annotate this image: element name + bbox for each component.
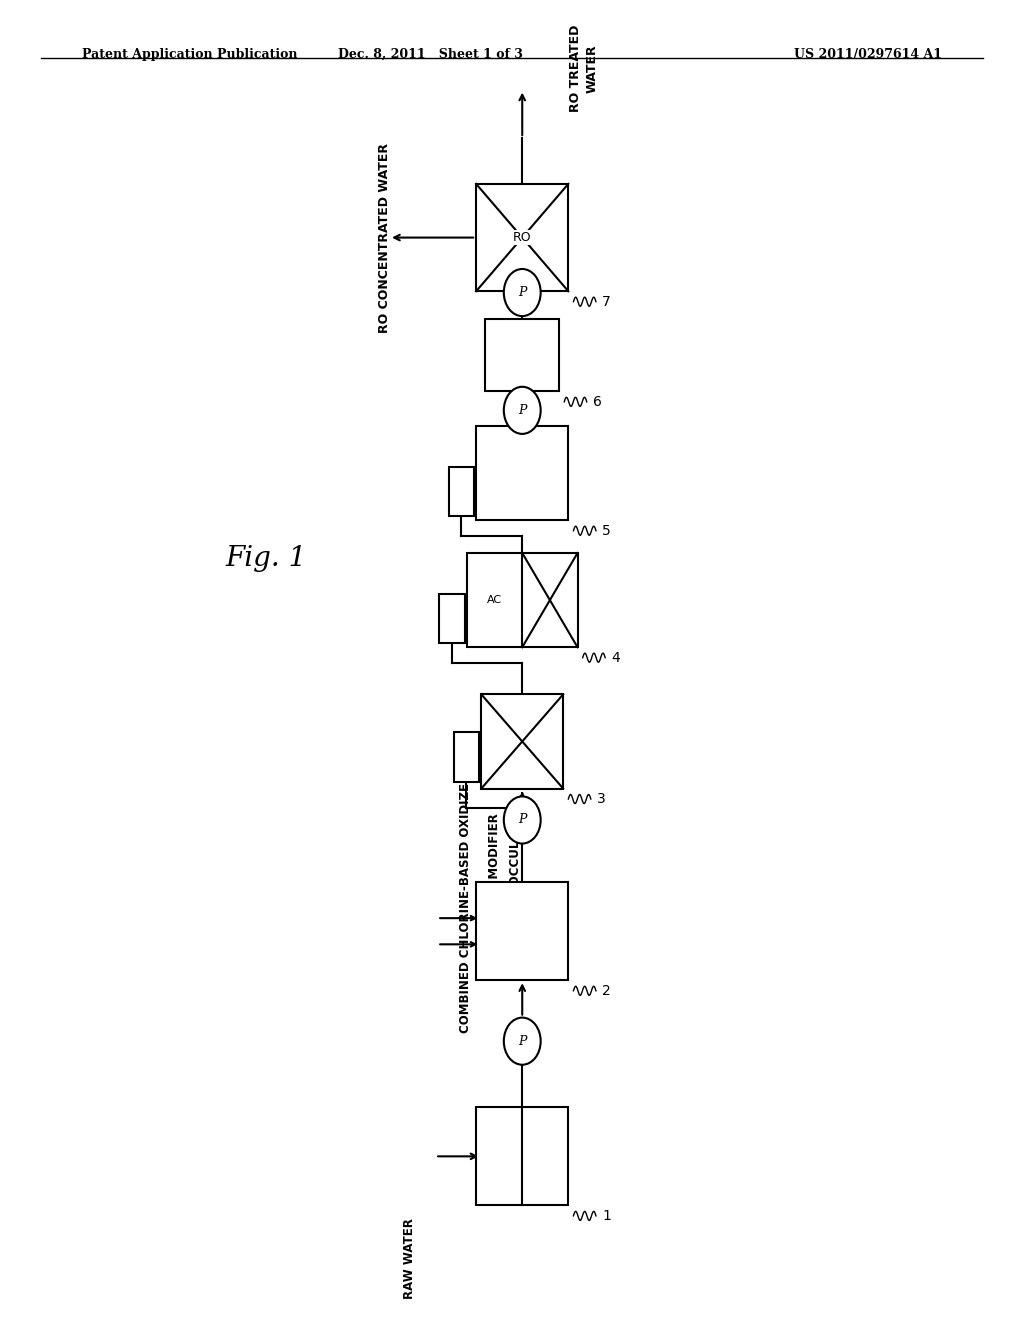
Text: 2: 2 bbox=[602, 983, 611, 998]
Bar bbox=[467, 553, 578, 647]
Text: US 2011/0297614 A1: US 2011/0297614 A1 bbox=[794, 48, 942, 61]
Bar bbox=[454, 733, 479, 781]
Bar bbox=[439, 594, 465, 643]
Text: 4: 4 bbox=[611, 651, 621, 665]
Bar bbox=[485, 319, 559, 391]
Text: Fig. 1: Fig. 1 bbox=[225, 545, 306, 572]
Circle shape bbox=[504, 796, 541, 843]
Text: 1: 1 bbox=[602, 1209, 611, 1222]
Circle shape bbox=[504, 269, 541, 315]
Text: AC: AC bbox=[487, 595, 502, 605]
Circle shape bbox=[504, 387, 541, 434]
Bar bbox=[449, 466, 474, 516]
Bar bbox=[476, 426, 568, 520]
Bar bbox=[476, 882, 568, 981]
Text: P: P bbox=[518, 404, 526, 417]
Text: P: P bbox=[518, 813, 526, 826]
Bar bbox=[481, 694, 563, 788]
Text: COMBINED CHLORINE-BASED OXIDIZER: COMBINED CHLORINE-BASED OXIDIZER bbox=[460, 774, 472, 1034]
Text: 3: 3 bbox=[597, 792, 606, 807]
Circle shape bbox=[504, 1018, 541, 1065]
Text: 6: 6 bbox=[593, 395, 602, 409]
Text: Patent Application Publication: Patent Application Publication bbox=[82, 48, 297, 61]
Text: RO TREATED
WATER: RO TREATED WATER bbox=[569, 25, 598, 112]
Text: RAW WATER: RAW WATER bbox=[403, 1218, 416, 1299]
Text: Dec. 8, 2011   Sheet 1 of 3: Dec. 8, 2011 Sheet 1 of 3 bbox=[338, 48, 522, 61]
Text: 7: 7 bbox=[602, 294, 611, 309]
Text: POLYMER FLOCCULANT: POLYMER FLOCCULANT bbox=[509, 813, 521, 966]
Text: P: P bbox=[518, 1035, 526, 1048]
Text: RO: RO bbox=[513, 231, 531, 244]
Text: pH MODIFIER: pH MODIFIER bbox=[488, 813, 501, 902]
Text: P: P bbox=[518, 286, 526, 300]
Bar bbox=[476, 183, 568, 292]
Text: 5: 5 bbox=[602, 524, 611, 537]
Bar bbox=[476, 1107, 568, 1205]
Text: RO CONCENTRATED WATER: RO CONCENTRATED WATER bbox=[378, 143, 390, 333]
